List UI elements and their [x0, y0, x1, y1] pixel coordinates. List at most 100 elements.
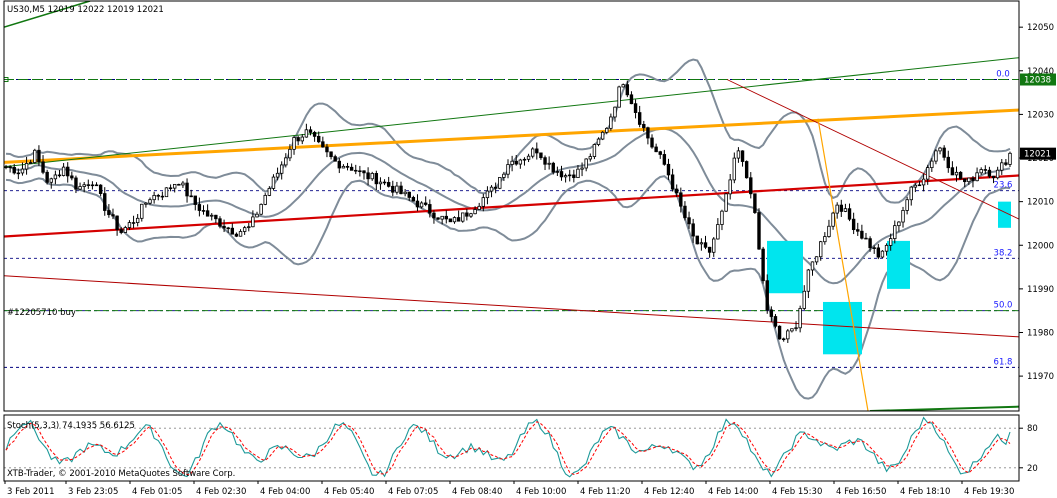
- candle-body: [926, 167, 930, 180]
- bottom-green-line: [869, 405, 1019, 411]
- candle-body: [370, 173, 374, 180]
- candle-body: [24, 163, 29, 170]
- candle-body: [860, 230, 864, 239]
- candle-body: [905, 199, 909, 211]
- candle-body: [214, 214, 218, 220]
- candle-body: [699, 242, 704, 245]
- candle-body: [691, 223, 695, 237]
- candle-body: [954, 171, 959, 176]
- candle-body: [642, 124, 646, 129]
- candle-body: [489, 186, 494, 192]
- candle-body: [78, 186, 82, 190]
- candle-body: [810, 261, 815, 271]
- candle-body: [444, 215, 448, 220]
- candle-body: [333, 156, 337, 162]
- x-tick-label: 4 Feb 16:50: [836, 487, 886, 497]
- candle-body: [584, 158, 588, 169]
- x-tick-label: 3 Feb 23:05: [68, 487, 118, 497]
- candle-body: [428, 204, 432, 214]
- candle-body: [625, 84, 630, 96]
- candle-body: [53, 174, 58, 180]
- candle-body: [687, 217, 691, 225]
- candle-body: [82, 184, 86, 187]
- orange-trend-line: [4, 108, 1019, 164]
- candle-body: [296, 137, 300, 142]
- candle-body: [90, 184, 95, 187]
- candle-body: [983, 169, 988, 171]
- candle-body: [37, 149, 41, 163]
- candle-body: [448, 218, 453, 223]
- candle-body: [33, 149, 37, 163]
- candle-body: [160, 195, 165, 198]
- candle-body: [675, 188, 679, 194]
- drop-line: [817, 118, 869, 411]
- candle-body: [469, 213, 473, 217]
- candle-body: [835, 204, 839, 214]
- x-axis: 3 Feb 2011 3 Feb 23:05 4 Feb 01:05 4 Feb 02…: [4, 481, 1014, 497]
- candle-body: [94, 184, 99, 187]
- candle-body: [868, 238, 872, 249]
- candle-body: [292, 137, 296, 150]
- candle-body: [127, 222, 132, 228]
- candle-body: [913, 184, 918, 188]
- stoch-y-axis: 80 20: [1019, 424, 1038, 474]
- candle-body: [506, 164, 510, 175]
- candle-body: [317, 135, 321, 143]
- candle-body: [798, 308, 802, 329]
- bollinger-lower: [5, 175, 1011, 400]
- candle-body: [893, 225, 897, 239]
- candle-body: [559, 171, 564, 178]
- candles: [4, 80, 1012, 343]
- candle-body: [720, 210, 724, 225]
- candle-body: [1008, 152, 1012, 165]
- candle-body: [897, 221, 901, 227]
- candle-body: [345, 165, 350, 168]
- candle-body: [539, 152, 543, 159]
- candle-body: [329, 151, 333, 158]
- candle-body: [938, 147, 942, 152]
- candle-body: [481, 197, 486, 207]
- candle-body: [522, 158, 527, 161]
- candle-body: [753, 193, 757, 213]
- candle-body: [617, 86, 621, 108]
- main-frame: [3, 0, 1020, 412]
- candle-body: [312, 132, 317, 137]
- candle-body: [152, 194, 156, 201]
- stoch-grid: [4, 427, 1019, 469]
- candle-body: [946, 156, 950, 169]
- candle-body: [16, 172, 21, 175]
- candle-body: [535, 148, 539, 154]
- candle-body: [967, 177, 971, 183]
- candle-body: [666, 163, 671, 176]
- symbol-label: US30,M5 12019 12022 12019 12021: [7, 5, 164, 15]
- candle-body: [613, 106, 617, 118]
- price-tags: 12038 12021: [1020, 73, 1056, 160]
- candle-body: [485, 190, 490, 199]
- candle-body: [341, 165, 346, 169]
- candle-body: [637, 112, 642, 125]
- candle-body: [794, 327, 798, 330]
- y-tick-label: 12000: [1027, 241, 1054, 251]
- candle-body: [781, 338, 786, 341]
- fib-labels: 0.0 23.6 38.2 50.0 61.8: [994, 70, 1013, 368]
- trend-lines: [4, 1, 1019, 411]
- candle-body: [12, 167, 16, 174]
- candle-body: [580, 167, 584, 170]
- candle-body: [86, 184, 90, 186]
- order-label: #12205710 buy: [7, 308, 76, 318]
- x-tick-label: 4 Feb 08:40: [452, 487, 502, 497]
- candle-body: [378, 181, 383, 185]
- candle-body: [765, 280, 769, 311]
- candle-body: [629, 94, 634, 105]
- candle-body: [263, 194, 267, 205]
- candle-body: [210, 214, 214, 217]
- candle-body: [605, 127, 609, 133]
- candle-body: [189, 195, 193, 198]
- x-tick-label: 4 Feb 12:40: [644, 487, 694, 497]
- candle-body: [695, 235, 699, 245]
- candle-body: [74, 177, 78, 190]
- highlight-box: [767, 240, 803, 294]
- candle-body: [831, 212, 835, 227]
- candle-body: [473, 209, 477, 215]
- candle-body: [144, 202, 148, 205]
